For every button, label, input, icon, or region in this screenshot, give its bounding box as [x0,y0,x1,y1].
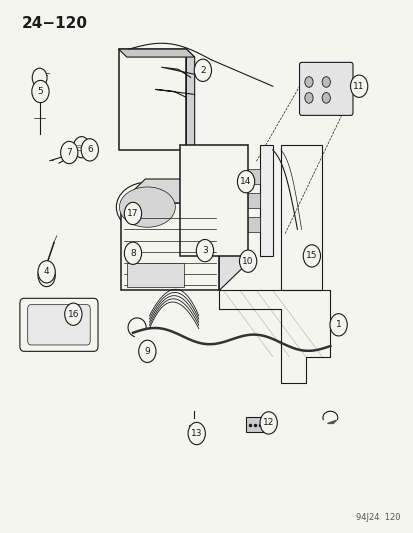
Text: 1: 1 [335,320,341,329]
Text: 14: 14 [240,177,251,186]
Circle shape [81,139,98,161]
Bar [259,144,272,256]
Circle shape [32,80,49,103]
FancyBboxPatch shape [299,62,352,115]
Bar [247,217,259,232]
Text: 13: 13 [190,429,202,438]
Circle shape [196,239,213,262]
Ellipse shape [116,182,178,232]
Bar [180,144,247,256]
Text: 5: 5 [38,87,43,96]
Circle shape [38,264,55,287]
Circle shape [321,93,330,103]
FancyBboxPatch shape [20,298,98,351]
Circle shape [73,136,90,158]
Text: 94J24  120: 94J24 120 [355,513,399,522]
Text: 6: 6 [87,146,93,155]
Text: 16: 16 [67,310,79,319]
Text: 15: 15 [305,252,317,261]
Circle shape [237,171,254,193]
Circle shape [64,303,82,325]
Circle shape [321,77,330,87]
Circle shape [329,314,347,336]
Text: 10: 10 [242,257,253,265]
Bar [245,417,263,432]
Polygon shape [327,420,336,423]
Circle shape [38,261,55,283]
Ellipse shape [119,187,175,227]
Circle shape [32,68,47,87]
Circle shape [194,59,211,82]
Circle shape [124,203,141,224]
Circle shape [138,340,156,362]
FancyBboxPatch shape [28,305,90,345]
Circle shape [304,77,312,87]
Text: 24−120: 24−120 [22,16,88,31]
Text: 9: 9 [144,347,150,356]
Circle shape [60,141,78,164]
Polygon shape [120,179,243,203]
Bar [120,203,219,290]
Text: 7: 7 [66,148,72,157]
Text: 12: 12 [262,418,274,427]
Polygon shape [219,179,243,290]
Text: 17: 17 [127,209,138,218]
Text: 2: 2 [199,66,205,75]
Polygon shape [118,49,194,57]
Circle shape [188,422,205,445]
Bar [247,193,259,208]
Text: 4: 4 [44,268,49,276]
Bar [247,169,259,184]
Circle shape [302,245,320,267]
Polygon shape [186,49,194,158]
Circle shape [259,412,277,434]
Bar [118,49,186,150]
Circle shape [304,93,312,103]
Text: 3: 3 [202,246,207,255]
Circle shape [239,250,256,272]
Text: 11: 11 [353,82,364,91]
Text: 8: 8 [130,249,135,258]
Circle shape [350,75,367,98]
Bar [126,263,184,287]
Polygon shape [280,144,321,290]
Circle shape [124,242,141,264]
